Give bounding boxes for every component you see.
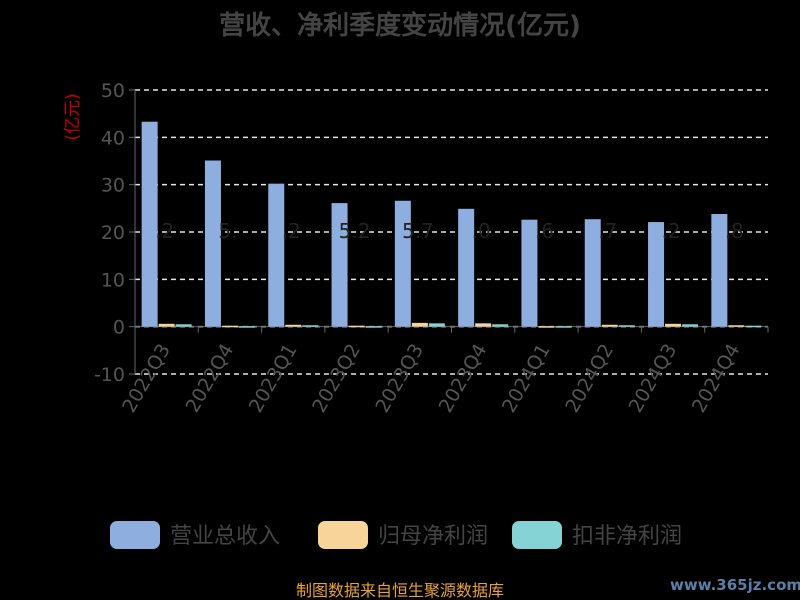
data-label: 5.2 — [339, 219, 371, 243]
x-tick-label: 2022Q3 — [118, 340, 175, 416]
legend: 营业总收入 归母净利润 扣非净利润 — [110, 521, 682, 549]
bar-revenue — [648, 222, 665, 327]
data-label: 5.7 — [402, 219, 434, 243]
x-tick-label: 2024Q3 — [625, 340, 682, 416]
footer-source: 制图数据来自恒生聚源数据库 — [296, 581, 504, 600]
y-tick-label: 10 — [101, 269, 125, 291]
data-label: .0 — [472, 219, 491, 243]
chart-title: 营收、净利季度变动情况(亿元) — [219, 10, 581, 41]
data-label: .2 — [282, 219, 301, 243]
bar-net-profit — [348, 325, 365, 328]
legend-label: 营业总收入 — [170, 524, 280, 549]
x-tick-label: 2023Q3 — [371, 340, 428, 416]
legend-swatch — [318, 521, 368, 549]
bar-deducted-profit — [555, 326, 572, 328]
bar-revenue — [394, 200, 411, 327]
bars — [141, 121, 762, 328]
y-axis-label: (亿元) — [63, 93, 83, 140]
y-tick-label: 50 — [101, 80, 125, 102]
y-tick-label: 0 — [113, 317, 125, 339]
bar-deducted-profit — [492, 324, 509, 327]
data-label: 5. — [218, 219, 237, 243]
y-tick-label: 40 — [101, 127, 125, 149]
bar-revenue — [458, 208, 475, 327]
x-tick-label: 2023Q4 — [435, 340, 492, 416]
y-tick-label: -10 — [94, 364, 125, 386]
bar-deducted-profit — [238, 326, 255, 328]
watermark-logo: www.365jz.com — [670, 576, 800, 594]
bar-net-profit — [285, 324, 302, 327]
x-tick-label: 2024Q4 — [688, 340, 745, 416]
data-label: .6 — [535, 219, 554, 243]
bar-net-profit — [158, 323, 175, 327]
bar-revenue — [204, 160, 221, 327]
legend-swatch — [110, 521, 160, 549]
data-label: .7 — [598, 219, 617, 243]
bar-net-profit — [538, 326, 555, 328]
bar-revenue — [584, 219, 601, 327]
legend-label: 扣非净利润 — [572, 524, 682, 549]
data-label: .2 — [155, 219, 174, 243]
x-tick-label: 2022Q4 — [182, 340, 239, 416]
bar-net-profit — [475, 323, 492, 327]
bar-revenue — [268, 183, 285, 327]
bar-deducted-profit — [175, 324, 192, 327]
legend-label: 归母净利润 — [378, 524, 488, 549]
bar-net-profit — [221, 325, 238, 328]
bar-deducted-profit — [682, 324, 699, 327]
data-labels: .2 5. .2 5.2 5.7 .0 .6 .7 .2 .8 — [155, 219, 744, 243]
bar-deducted-profit — [428, 323, 445, 327]
bar-revenue — [711, 214, 728, 327]
bar-net-profit — [601, 324, 618, 327]
data-label: .2 — [662, 219, 681, 243]
y-tick-label: 30 — [101, 175, 125, 197]
bar-revenue — [521, 219, 538, 327]
x-tick-label: 2023Q1 — [245, 340, 302, 416]
bar-net-profit — [728, 325, 745, 327]
y-tick-label: 20 — [101, 222, 125, 244]
x-tick-label: 2024Q1 — [498, 340, 555, 416]
bar-deducted-profit — [302, 325, 319, 327]
bar-deducted-profit — [365, 326, 382, 328]
bar-revenue — [141, 121, 158, 327]
bar-revenue — [331, 203, 348, 327]
bar-net-profit — [411, 322, 428, 327]
bar-net-profit — [665, 323, 682, 327]
data-label: .8 — [725, 219, 744, 243]
x-tick-label: 2023Q2 — [308, 340, 365, 416]
bar-deducted-profit — [745, 325, 762, 328]
bar-deducted-profit — [618, 325, 635, 327]
x-tick-label: 2024Q2 — [561, 340, 618, 416]
legend-swatch — [512, 521, 562, 549]
